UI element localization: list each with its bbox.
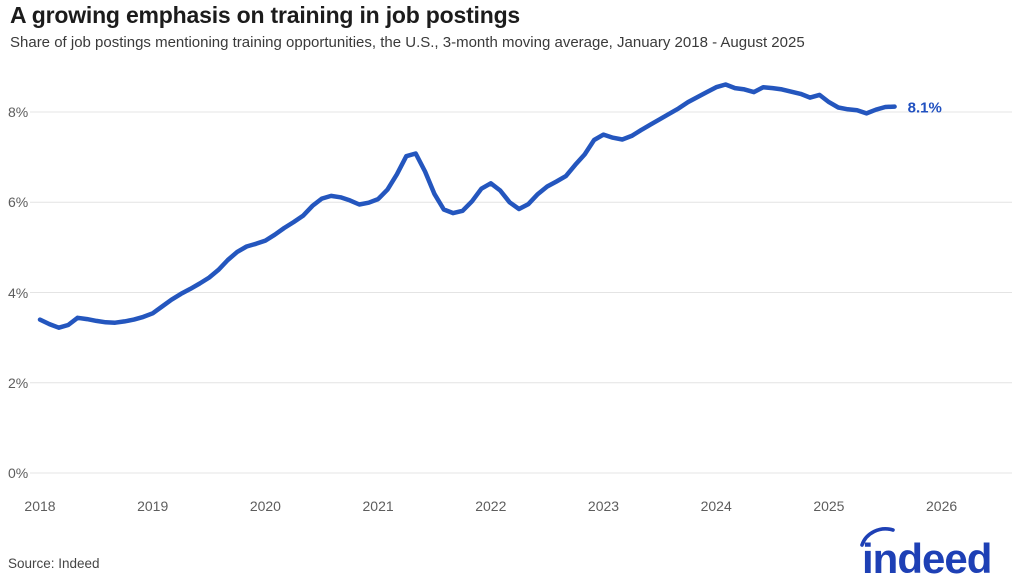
- x-tick-label: 2024: [700, 498, 732, 514]
- x-tick-label: 2026: [926, 498, 958, 514]
- chart-subtitle: Share of job postings mentioning trainin…: [10, 34, 805, 51]
- indeed-logo: indeed: [860, 527, 992, 580]
- x-tick-label: 2021: [362, 498, 394, 514]
- indeed-logo-text: indeed: [862, 535, 991, 580]
- x-tick-label: 2020: [249, 498, 281, 514]
- training-share-line: [37, 82, 897, 330]
- x-tick-label: 2018: [24, 498, 56, 514]
- x-tick-label: 2023: [587, 498, 620, 514]
- chart-title: A growing emphasis on training in job po…: [10, 2, 521, 28]
- gridlines: [30, 111, 1012, 474]
- y-tick-label: 8%: [8, 104, 29, 120]
- indeed-logo-arc-icon: [860, 527, 895, 547]
- latest-value-label: 8.1%: [907, 99, 942, 117]
- x-tick-label: 2022: [475, 498, 507, 514]
- y-tick-label: 2%: [8, 374, 29, 391]
- x-tick-label: 2019: [137, 498, 169, 514]
- source-note: Source: Indeed: [8, 556, 100, 571]
- x-tick-label: 2025: [813, 498, 845, 514]
- y-tick-label: 4%: [8, 284, 29, 301]
- y-tick-label: 6%: [8, 194, 29, 211]
- y-tick-label: 0%: [8, 465, 29, 481]
